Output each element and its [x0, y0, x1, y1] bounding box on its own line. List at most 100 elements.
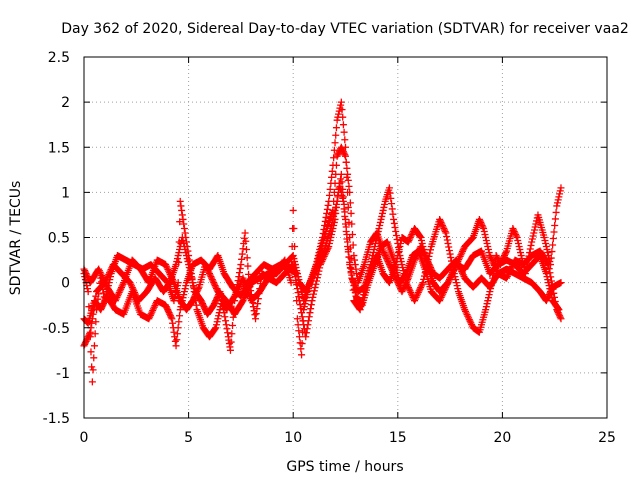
data-point	[349, 241, 357, 249]
data-point	[542, 270, 550, 278]
data-point	[481, 230, 489, 238]
data-point	[452, 276, 460, 284]
data-point	[101, 278, 109, 286]
data-point	[215, 312, 223, 320]
data-point	[452, 261, 460, 269]
data-point	[311, 284, 319, 292]
data-layer	[80, 98, 565, 386]
data-point	[118, 282, 126, 290]
data-point	[555, 310, 563, 318]
data-point	[465, 314, 473, 322]
data-point	[298, 351, 306, 359]
data-point	[375, 224, 383, 232]
data-point	[100, 277, 108, 285]
data-point	[545, 265, 553, 273]
data-point	[339, 121, 347, 129]
data-point	[542, 297, 550, 305]
data-point	[295, 276, 303, 284]
data-point	[331, 139, 339, 147]
data-point	[454, 285, 462, 293]
data-point	[322, 213, 330, 221]
data-point	[212, 295, 220, 303]
data-point	[391, 223, 399, 231]
x-tick-label: 25	[598, 430, 616, 446]
data-point	[378, 209, 386, 217]
data-point	[117, 284, 125, 292]
data-point	[177, 202, 185, 210]
data-point	[129, 285, 137, 293]
data-point	[552, 208, 560, 216]
data-point	[209, 277, 217, 285]
data-point	[483, 300, 491, 308]
data-point	[482, 306, 490, 314]
data-point	[347, 268, 355, 276]
data-point	[439, 223, 447, 231]
data-point	[405, 237, 413, 245]
y-tick-label: 0.5	[48, 231, 70, 247]
data-point	[189, 282, 197, 290]
data-point	[527, 242, 535, 250]
data-point	[529, 232, 537, 240]
data-point	[475, 215, 483, 223]
data-point	[222, 317, 230, 325]
data-point	[417, 282, 425, 290]
data-point	[508, 263, 516, 271]
data-point	[547, 254, 555, 262]
data-point	[332, 161, 340, 169]
data-point	[339, 148, 347, 156]
data-point	[487, 255, 495, 263]
data-point	[397, 240, 405, 248]
data-point	[192, 301, 200, 309]
data-point	[242, 237, 250, 245]
data-point	[553, 199, 561, 207]
data-point	[239, 245, 247, 253]
data-point	[540, 234, 548, 241]
data-point	[383, 255, 391, 263]
data-point	[544, 261, 552, 269]
data-point	[446, 250, 454, 258]
data-point	[306, 279, 314, 287]
data-point	[438, 220, 446, 228]
data-point	[480, 224, 488, 232]
data-point	[404, 238, 412, 246]
data-point	[546, 269, 554, 277]
data-point	[184, 258, 192, 266]
data-point	[115, 288, 123, 296]
data-point	[189, 295, 197, 303]
data-point	[205, 268, 213, 276]
data-point	[162, 261, 170, 269]
data-point	[390, 219, 398, 227]
data-point	[441, 226, 449, 234]
data-point	[244, 285, 252, 293]
data-point	[552, 302, 560, 310]
data-point	[406, 287, 414, 295]
data-point	[181, 246, 189, 254]
data-point	[236, 265, 244, 273]
data-point	[480, 227, 488, 235]
data-point	[298, 340, 306, 348]
data-point	[188, 276, 196, 284]
data-point	[349, 278, 357, 286]
data-point	[224, 329, 232, 337]
data-point	[88, 319, 96, 327]
data-point	[412, 293, 420, 301]
data-point	[89, 310, 97, 318]
data-point	[348, 271, 356, 279]
data-point	[168, 315, 176, 323]
data-point	[309, 271, 317, 279]
data-point	[463, 311, 471, 319]
data-point	[344, 170, 352, 178]
data-point	[542, 243, 550, 251]
data-point	[232, 289, 240, 297]
data-point	[83, 285, 91, 293]
data-point	[544, 259, 552, 267]
x-tick-label: 10	[284, 430, 302, 446]
data-point	[305, 281, 313, 289]
data-point	[439, 288, 447, 296]
data-point	[291, 258, 299, 266]
series-trace-d	[80, 170, 565, 323]
data-point	[189, 279, 197, 287]
data-point	[477, 220, 485, 228]
data-point	[549, 235, 557, 243]
data-point	[187, 273, 195, 281]
